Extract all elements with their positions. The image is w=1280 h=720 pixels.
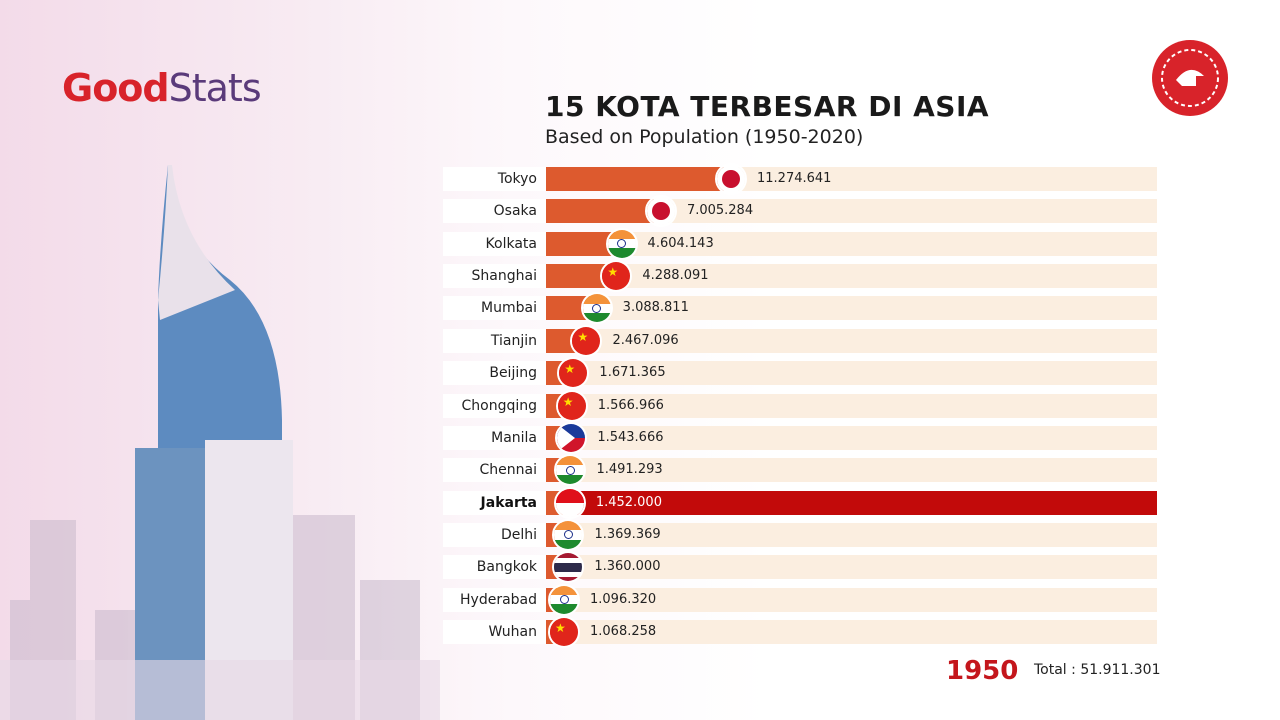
category-label: Kolkata [443, 231, 546, 256]
logo-good: Good [62, 66, 170, 110]
eagle-emblem-icon [1152, 40, 1228, 116]
japan-flag-icon [715, 163, 747, 195]
china-flag-icon: ★ [548, 616, 580, 649]
bar-row: Hyderabad 1.096.320 [443, 583, 1157, 616]
china-flag-icon: ★ [555, 389, 588, 422]
value-label: 1.068.258 [590, 624, 657, 640]
category-label: Wuhan [443, 620, 546, 645]
bar-row: Shanghai ★ 4.288.091 [443, 260, 1157, 293]
bar-track [546, 555, 1157, 580]
bar-row: Chongqing ★ 1.566.966 [443, 389, 1157, 422]
china-flag-icon: ★ [557, 357, 590, 390]
bar-track [546, 458, 1157, 483]
bar-row: Mumbai 3.088.811 [443, 292, 1157, 325]
bar-row: Bangkok 1.360.000 [443, 551, 1157, 584]
value-label: 1.566.966 [597, 397, 664, 413]
value-label: 7.005.284 [686, 203, 754, 219]
bar-track [546, 296, 1157, 321]
bar-row: Manila 1.543.666 [443, 421, 1157, 454]
india-flag-icon [548, 583, 580, 616]
bar-row: Beijing ★ 1.671.365 [443, 357, 1157, 390]
value-label: 1.452.000 [595, 494, 662, 510]
bar-track [546, 328, 1157, 353]
value-label: 4.604.143 [647, 235, 714, 251]
bar-row: Delhi 1.369.369 [443, 518, 1157, 551]
bar-row: Kolkata 4.604.143 [443, 227, 1157, 260]
value-label: 1.543.666 [597, 429, 664, 445]
bar-row: Tianjin ★ 2.467.096 [443, 324, 1157, 357]
category-label: Hyderabad [443, 587, 546, 612]
bar-row: Wuhan ★ 1.068.258 [443, 616, 1157, 649]
value-label: 3.088.811 [622, 300, 689, 316]
china-flag-icon: ★ [570, 324, 603, 357]
bar [546, 167, 731, 191]
india-flag-icon [552, 518, 585, 551]
china-flag-icon: ★ [600, 260, 633, 293]
category-label: Bangkok [443, 555, 546, 580]
bar-row: Tokyo 11.274.641 [443, 163, 1157, 195]
value-label: 1.096.320 [590, 591, 657, 607]
bar-track [546, 361, 1157, 386]
category-label: Beijing [443, 361, 546, 386]
bar-track [546, 264, 1157, 289]
bar-row: Osaka 7.005.284 [443, 195, 1157, 228]
indonesia-flag-icon [553, 486, 586, 519]
bar-track [546, 425, 1157, 450]
bar-track [546, 490, 1157, 515]
bar-row: Jakarta 1.452.000 [443, 486, 1157, 519]
bar-row: Chennai 1.491.293 [443, 454, 1157, 487]
value-label: 1.671.365 [599, 365, 666, 381]
category-label: Chongqing [443, 393, 546, 418]
india-flag-icon [605, 227, 638, 260]
bar-track [546, 522, 1157, 547]
category-label: Jakarta [443, 490, 546, 515]
india-flag-icon [554, 454, 587, 487]
category-label: Chennai [443, 458, 546, 483]
value-label: 2.467.096 [612, 332, 679, 348]
value-label: 1.369.369 [594, 526, 661, 542]
japan-flag-icon [644, 195, 677, 228]
total-label: Total : 51.911.301 [1034, 662, 1161, 678]
chart-title: 15 KOTA TERBESAR DI ASIA [545, 90, 990, 123]
category-label: Tokyo [443, 167, 546, 191]
category-label: Osaka [443, 199, 546, 224]
value-label: 11.274.641 [757, 171, 832, 186]
india-flag-icon [580, 292, 613, 325]
value-label: 1.491.293 [596, 462, 663, 478]
year-label: 1950 [946, 656, 1019, 686]
value-label: 4.288.091 [642, 268, 709, 284]
value-label: 1.360.000 [594, 559, 661, 575]
category-label: Manila [443, 425, 546, 450]
logo-stats: Stats [168, 66, 262, 110]
bar [546, 199, 661, 224]
bar-track [546, 620, 1157, 645]
bar-track [546, 587, 1157, 612]
bar-track [546, 393, 1157, 418]
goodstats-logo: GoodStats [62, 66, 262, 110]
category-label: Shanghai [443, 264, 546, 289]
philippines-flag-icon [555, 421, 588, 454]
category-label: Delhi [443, 522, 546, 547]
chart-subtitle: Based on Population (1950-2020) [545, 126, 864, 148]
category-label: Mumbai [443, 296, 546, 321]
bar-track [546, 231, 1157, 256]
thailand-flag-icon [552, 551, 585, 584]
category-label: Tianjin [443, 328, 546, 353]
